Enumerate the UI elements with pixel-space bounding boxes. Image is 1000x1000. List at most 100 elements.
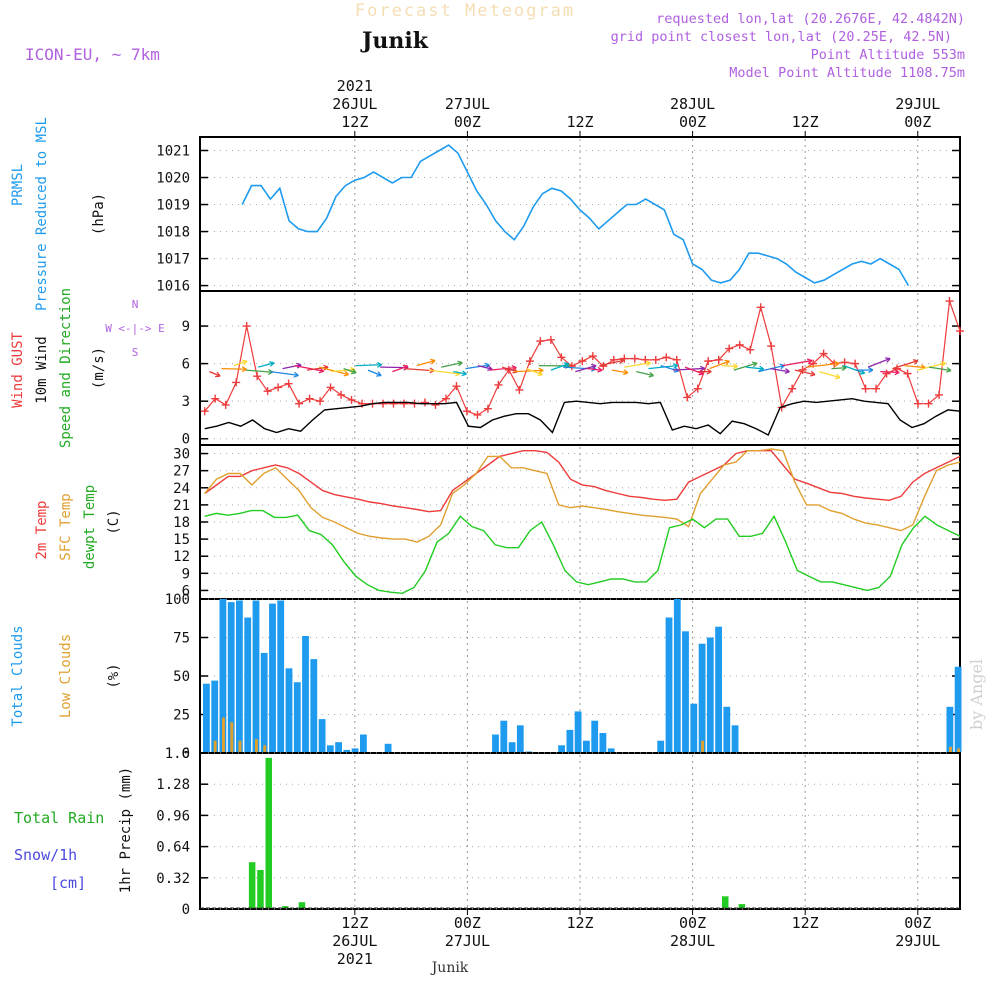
cloud-total-bar (269, 603, 276, 752)
gust-marker (232, 378, 241, 387)
time-label-bottom: 28JUL (670, 932, 715, 950)
cloud-total-bar (516, 725, 524, 752)
cloud-total-bar (682, 631, 689, 752)
wind-arrow-head (487, 365, 493, 372)
y-tick-label: 15 (173, 532, 190, 548)
point-altitude: Point Altitude 553m (811, 47, 965, 63)
wind-arrow-head (885, 357, 891, 363)
wind-arrow (636, 370, 654, 377)
axis-label-total-clouds: Total Clouds (10, 625, 26, 726)
wind-arrow (770, 367, 790, 373)
gust-marker (473, 410, 482, 419)
gust-marker (337, 390, 346, 399)
gust-marker (211, 394, 220, 403)
axis-label-gust: Wind GUST (10, 332, 26, 408)
wind-arrow (782, 359, 813, 367)
gust-marker (546, 335, 555, 344)
cloud-total-bar (211, 680, 219, 752)
wind-arrow (526, 368, 543, 376)
gust-marker (683, 393, 692, 402)
temp-dewpt-line (204, 509, 961, 595)
gust-marker (903, 369, 912, 378)
wind-arrow-head (841, 365, 847, 371)
wind-arrow (453, 370, 467, 375)
y-tick-label: 0 (182, 432, 190, 448)
gust-marker (420, 398, 429, 407)
gust-marker (347, 395, 356, 404)
wind-arrow (928, 366, 952, 372)
gust-marker (851, 359, 860, 368)
gust-marker (536, 337, 545, 346)
cloud-total-bar (500, 720, 508, 752)
cloud-total-bar (335, 742, 342, 752)
cloud-low-bar (957, 748, 961, 752)
time-label-top: 28JUL (670, 95, 715, 113)
cloud-total-bar (954, 666, 962, 752)
time-label-top: 12Z (566, 113, 593, 131)
cloud-total-bar (302, 636, 309, 752)
gust-marker (316, 397, 325, 406)
cloud-low-bar (949, 746, 952, 752)
wind-arrow-head (648, 371, 654, 378)
wind-arrow (221, 367, 247, 370)
gust-marker (819, 349, 828, 358)
wind-arrow (648, 364, 678, 370)
wind-arrow-head (457, 360, 463, 367)
y-tick-label: 1.28 (156, 777, 190, 793)
cloud-total-bar (310, 659, 318, 752)
cloud-total-bar (244, 617, 252, 752)
cloud-total-bar (558, 745, 565, 752)
axis-unit-pct: (%) (106, 663, 122, 688)
gust-marker (515, 385, 524, 394)
wind-arrow-head (732, 363, 738, 370)
time-label-top: 27JUL (445, 95, 490, 113)
cloud-total-bar (227, 602, 235, 752)
wind-arrow-head (241, 359, 248, 366)
cloud-low-bar (255, 739, 258, 752)
time-label-bottom: 00Z (454, 914, 481, 932)
wind-arrow-head (597, 366, 603, 373)
wind-arrow-head (618, 358, 624, 365)
gust-marker (221, 400, 230, 409)
wind-arrow (867, 357, 891, 368)
gust-marker (693, 384, 702, 393)
time-label-bottom: 26JUL (332, 932, 377, 950)
time-label-top: 00Z (454, 113, 481, 131)
axis-label-2m-temp: 2m Temp (34, 500, 50, 559)
cloud-total-bar (236, 600, 243, 752)
gust-marker (630, 354, 639, 363)
gust-marker (746, 345, 755, 354)
rain-bar (257, 870, 264, 908)
compass-s: S (132, 346, 139, 359)
wind-arrow-head (591, 363, 597, 370)
y-tick-label: 100 (165, 592, 190, 608)
gust-marker (672, 355, 681, 364)
axis-unit-hpa: (hPa) (91, 193, 107, 235)
wind-arrow (794, 369, 816, 376)
wind-arrow-head (706, 368, 712, 375)
wind-arrow-head (376, 371, 382, 377)
cloud-low-bar (222, 717, 225, 752)
wind-arrow (477, 364, 493, 370)
time-label-bottom: 12Z (566, 914, 593, 932)
axis-unit-precip: 1hr Precip (mm) (118, 767, 134, 893)
panel-frame (199, 752, 961, 910)
y-tick-label: 0 (182, 902, 190, 918)
wind-arrow-head (724, 359, 730, 366)
y-tick-label: 18 (173, 515, 190, 531)
gust-marker (295, 399, 304, 408)
y-tick-label: 30 (173, 447, 190, 463)
axis-label-pressure: Pressure Reduced to MSL (34, 117, 50, 311)
wind-arrow (209, 371, 221, 377)
wind-arrow (806, 362, 840, 368)
wind-arrow (672, 367, 705, 371)
gust-marker (704, 357, 713, 366)
gust-marker (651, 355, 660, 364)
time-label-top: 00Z (679, 113, 706, 131)
gust-marker (483, 404, 492, 413)
gust-marker (840, 358, 849, 367)
cloud-total-bar (326, 745, 334, 752)
time-label-top: 29JUL (895, 95, 940, 113)
gust-marker (263, 387, 272, 396)
